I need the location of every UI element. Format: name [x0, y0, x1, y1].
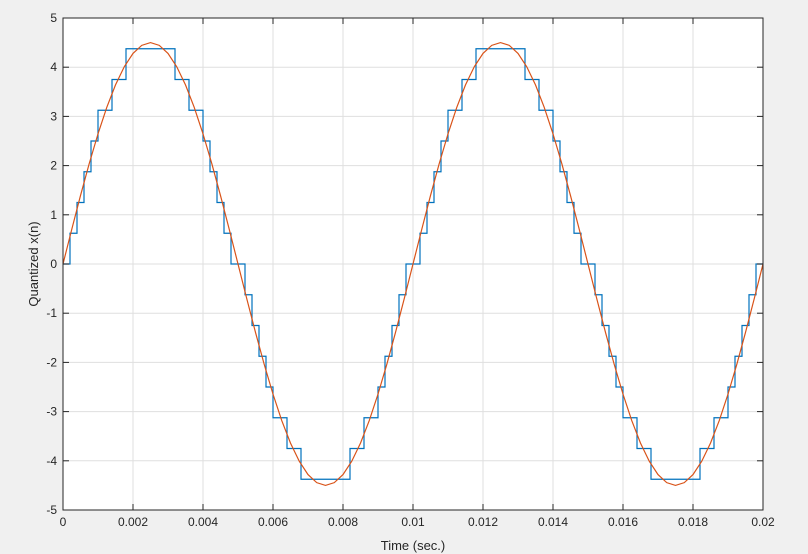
y-tick-label: 5	[50, 11, 57, 25]
y-tick-label: -3	[46, 405, 57, 419]
y-tick-labels: 5 4 3 2 1 0 -1 -2 -3 -4 -5	[46, 11, 57, 517]
x-tick-label: 0.004	[188, 515, 218, 529]
y-axis-label: Quantized x(n)	[26, 221, 41, 306]
y-tick-label: -4	[46, 454, 57, 468]
x-tick-label: 0.008	[328, 515, 358, 529]
y-tick-label: 1	[50, 208, 57, 222]
y-tick-label: 2	[50, 159, 57, 173]
y-tick-label: 4	[50, 60, 57, 74]
y-tick-label: 3	[50, 109, 57, 123]
x-tick-label: 0.018	[678, 515, 708, 529]
x-tick-label: 0	[60, 515, 67, 529]
x-tick-label: 0.012	[468, 515, 498, 529]
x-tick-label: 0.01	[401, 515, 425, 529]
y-tick-label: -2	[46, 355, 57, 369]
x-tick-label: 0.016	[608, 515, 638, 529]
tick-marks	[62, 17, 764, 511]
plot-lines	[62, 41, 764, 487]
x-tick-labels: 0 0.002 0.004 0.006 0.008 0.01 0.012 0.014 0.016…	[60, 515, 775, 529]
x-tick-label: 0.002	[118, 515, 148, 529]
y-tick-label: -5	[46, 503, 57, 517]
y-tick-label: -1	[46, 306, 57, 320]
x-tick-label: 0.014	[538, 515, 568, 529]
x-tick-label: 0.006	[258, 515, 288, 529]
sine-curve-line	[62, 41, 764, 487]
y-tick-label: 0	[50, 257, 57, 271]
x-tick-label: 0.02	[751, 515, 775, 529]
x-axis-label: Time (sec.)	[381, 538, 446, 553]
